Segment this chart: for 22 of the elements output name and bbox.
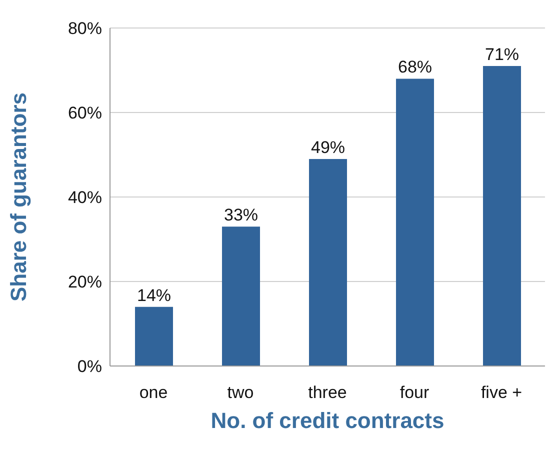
bar xyxy=(222,226,260,366)
bar xyxy=(483,66,521,366)
x-tick-label: three xyxy=(308,383,347,402)
bar xyxy=(396,78,434,366)
x-tick-label: one xyxy=(139,383,168,402)
y-tick-label: 0% xyxy=(77,357,102,376)
data-label: 49% xyxy=(310,138,346,157)
bar xyxy=(309,158,347,366)
data-label: 14% xyxy=(136,286,172,305)
x-tick-label: five + xyxy=(480,383,522,402)
x-tick-label: four xyxy=(400,383,430,402)
y-tick-label: 20% xyxy=(68,272,102,292)
y-tick-label: 80% xyxy=(68,19,102,38)
data-label: 71% xyxy=(484,45,520,64)
bar xyxy=(135,306,173,366)
y-axis-title: Share of guarantors xyxy=(6,92,31,302)
data-label: 33% xyxy=(224,206,258,225)
x-tick-label: two xyxy=(227,383,254,402)
y-tick-label: 40% xyxy=(68,188,102,208)
data-label: 68% xyxy=(398,58,432,77)
y-tick-label: 60% xyxy=(68,104,102,123)
x-axis-title: No. of credit contracts xyxy=(210,408,444,433)
